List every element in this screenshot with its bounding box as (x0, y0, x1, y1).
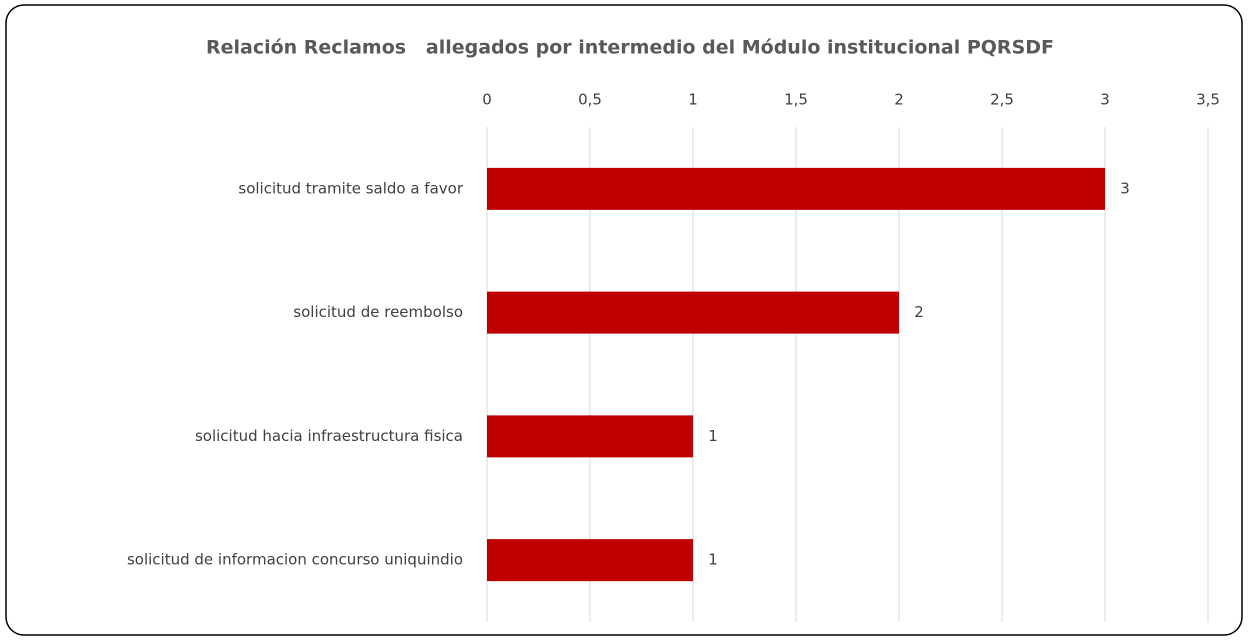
x-tick-label: 0,5 (578, 91, 602, 109)
bar (487, 167, 1105, 210)
x-tick-label: 1,5 (784, 91, 808, 109)
bar (487, 415, 693, 458)
y-tick-label: solicitud tramite saldo a favor (238, 179, 463, 197)
x-tick-label: 2,5 (990, 91, 1014, 109)
value-label: 1 (708, 427, 718, 445)
y-tick-label: solicitud hacia infraestructura fisica (195, 427, 463, 445)
value-label: 1 (708, 551, 718, 569)
y-tick-label: solicitud de informacion concurso uniqui… (127, 551, 463, 569)
y-tick-label: solicitud de reembolso (293, 303, 463, 321)
x-tick-label: 2 (894, 91, 904, 109)
x-tick-label: 3,5 (1196, 91, 1220, 109)
chart-title: Relación Reclamos allegados por intermed… (206, 37, 1054, 59)
value-label: 2 (914, 303, 924, 321)
bar (487, 539, 693, 582)
value-label: 3 (1120, 179, 1130, 197)
x-tick-label: 1 (688, 91, 698, 109)
bar (487, 291, 899, 334)
x-tick-label: 0 (482, 91, 492, 109)
x-tick-label: 3 (1100, 91, 1110, 109)
